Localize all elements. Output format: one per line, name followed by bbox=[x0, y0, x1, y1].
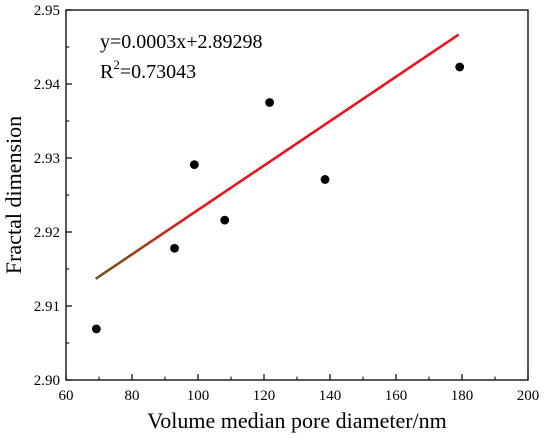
x-axis-title: Volume median pore diameter/nm bbox=[147, 408, 447, 433]
y-tick-label: 2.95 bbox=[34, 3, 60, 19]
data-point bbox=[189, 160, 199, 170]
r-squared-value: =0.73043 bbox=[120, 61, 196, 83]
equation-annotation: y=0.0003x+2.89298 bbox=[100, 31, 263, 53]
data-point bbox=[220, 215, 230, 225]
y-axis-ticks: 2.90 2.91 2.92 2.93 2.94 2.95 bbox=[34, 3, 72, 389]
data-point bbox=[170, 243, 179, 253]
r-squared-superscript: 2 bbox=[113, 57, 120, 72]
data-points bbox=[91, 62, 465, 334]
y-tick-label: 2.92 bbox=[34, 225, 60, 241]
x-tick-label: 120 bbox=[253, 388, 276, 404]
y-tick-label: 2.94 bbox=[34, 77, 61, 93]
r-squared-annotation: R2=0.73043 bbox=[100, 57, 196, 83]
data-point bbox=[320, 175, 330, 184]
x-tick-label: 140 bbox=[319, 388, 342, 404]
x-axis-ticks: 60 80 100 120 140 160 180 200 bbox=[59, 374, 540, 404]
data-point bbox=[91, 324, 101, 334]
y-tick-label: 2.91 bbox=[34, 299, 60, 315]
x-tick-label: 100 bbox=[187, 388, 210, 404]
data-point bbox=[265, 98, 275, 107]
x-tick-label: 60 bbox=[59, 388, 74, 404]
x-tick-label: 200 bbox=[517, 388, 540, 404]
y-tick-label: 2.90 bbox=[34, 373, 60, 389]
fit-line bbox=[94, 33, 460, 280]
y-axis-title: Fractal dimension bbox=[1, 116, 26, 274]
x-tick-label: 180 bbox=[451, 388, 474, 404]
r-squared-letter: R bbox=[100, 61, 114, 83]
data-point bbox=[455, 62, 465, 72]
y-tick-label: 2.93 bbox=[34, 151, 60, 167]
x-tick-label: 80 bbox=[125, 388, 140, 404]
x-tick-label: 160 bbox=[385, 388, 408, 404]
